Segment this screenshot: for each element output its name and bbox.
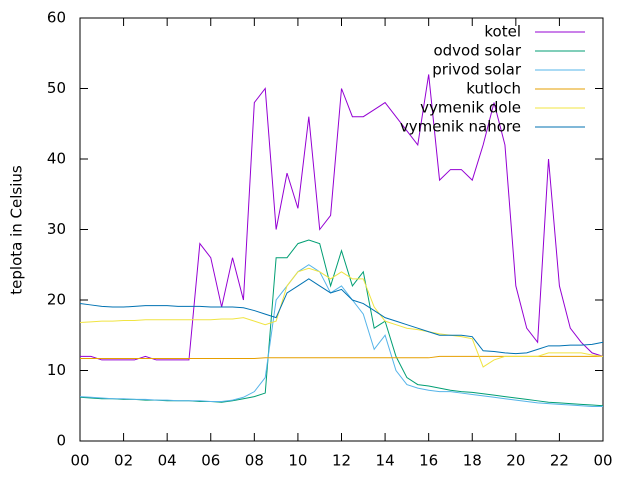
y-tick-label: 40 bbox=[47, 150, 66, 168]
legend-label: odvod solar bbox=[433, 42, 521, 60]
legend-label: kutloch bbox=[466, 80, 521, 98]
x-tick-label: 04 bbox=[158, 452, 177, 470]
x-tick-label: 10 bbox=[288, 452, 307, 470]
x-tick-label: 18 bbox=[463, 452, 482, 470]
y-tick-label: 20 bbox=[47, 291, 66, 309]
x-tick-label: 08 bbox=[245, 452, 264, 470]
y-tick-label: 60 bbox=[47, 9, 66, 27]
x-tick-label: 06 bbox=[201, 452, 220, 470]
y-tick-label: 30 bbox=[47, 220, 66, 238]
y-axis-label: teplota in Celsius bbox=[8, 165, 26, 295]
x-tick-label: 16 bbox=[419, 452, 438, 470]
x-tick-label: 14 bbox=[376, 452, 395, 470]
y-tick-label: 50 bbox=[47, 79, 66, 97]
x-tick-label: 00 bbox=[70, 452, 89, 470]
x-tick-label: 02 bbox=[114, 452, 133, 470]
x-tick-label: 22 bbox=[550, 452, 569, 470]
x-tick-label: 20 bbox=[506, 452, 525, 470]
series-line bbox=[79, 239, 604, 407]
series-line bbox=[79, 278, 604, 355]
plot-border bbox=[79, 17, 604, 442]
legend-label: vymenik nahore bbox=[400, 118, 521, 136]
y-tick-label: 0 bbox=[56, 432, 66, 450]
series-line bbox=[80, 74, 604, 361]
legend-label: privod solar bbox=[432, 61, 522, 79]
x-tick-label: 12 bbox=[332, 452, 351, 470]
y-tick-label: 10 bbox=[47, 361, 66, 379]
legend-label: vymenik dole bbox=[420, 99, 521, 117]
series-line bbox=[79, 264, 603, 407]
legend-label: kotel bbox=[484, 23, 521, 41]
x-tick-label: 00 bbox=[593, 452, 612, 470]
series-line bbox=[79, 267, 604, 368]
